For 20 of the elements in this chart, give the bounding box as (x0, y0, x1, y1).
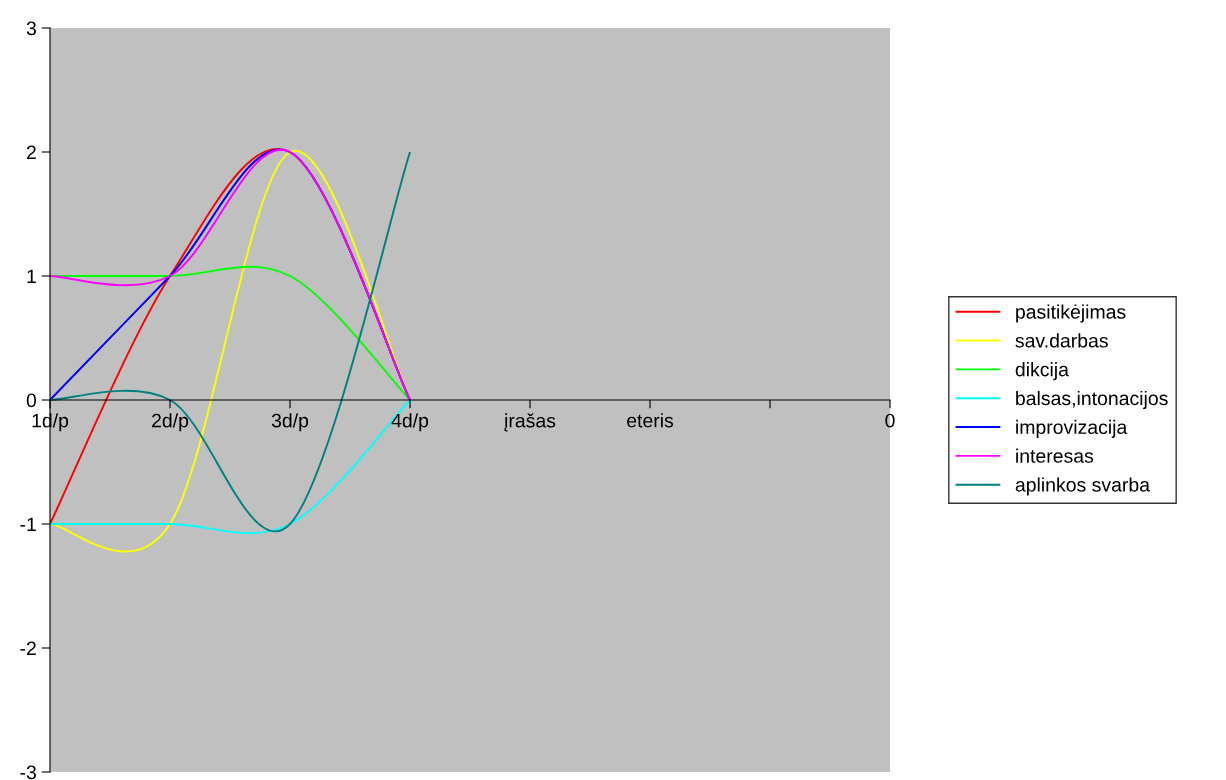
y-tick-label: -3 (20, 765, 36, 780)
legend-label: interesas (1016, 448, 1094, 463)
x-tick-label: 0 (885, 413, 895, 428)
x-tick-label: įrašas (504, 413, 556, 432)
legend-label: aplinkos svarba (1015, 477, 1151, 496)
x-tick-label: 3d/p (271, 413, 309, 432)
legend-label: improvizacija (1016, 419, 1128, 438)
x-tick-label: eteris (627, 413, 674, 428)
legend-label: dikcija (1015, 362, 1069, 381)
y-tick-label: 3 (26, 21, 36, 36)
y-tick-label: -1 (20, 517, 36, 532)
y-tick-label: 1 (27, 269, 36, 284)
x-tick-label: 4d/p (391, 413, 429, 432)
y-tick-label: 2 (26, 145, 36, 160)
y-tick-label: -2 (20, 641, 36, 656)
x-tick-label: 2d/p (152, 413, 189, 432)
legend-label: balsas,intonacijos (1016, 390, 1168, 410)
legend-label: pasitikėjimas (1016, 304, 1126, 323)
legend-label: sav.darbas (1015, 333, 1108, 348)
y-tick-label: 0 (26, 393, 37, 408)
